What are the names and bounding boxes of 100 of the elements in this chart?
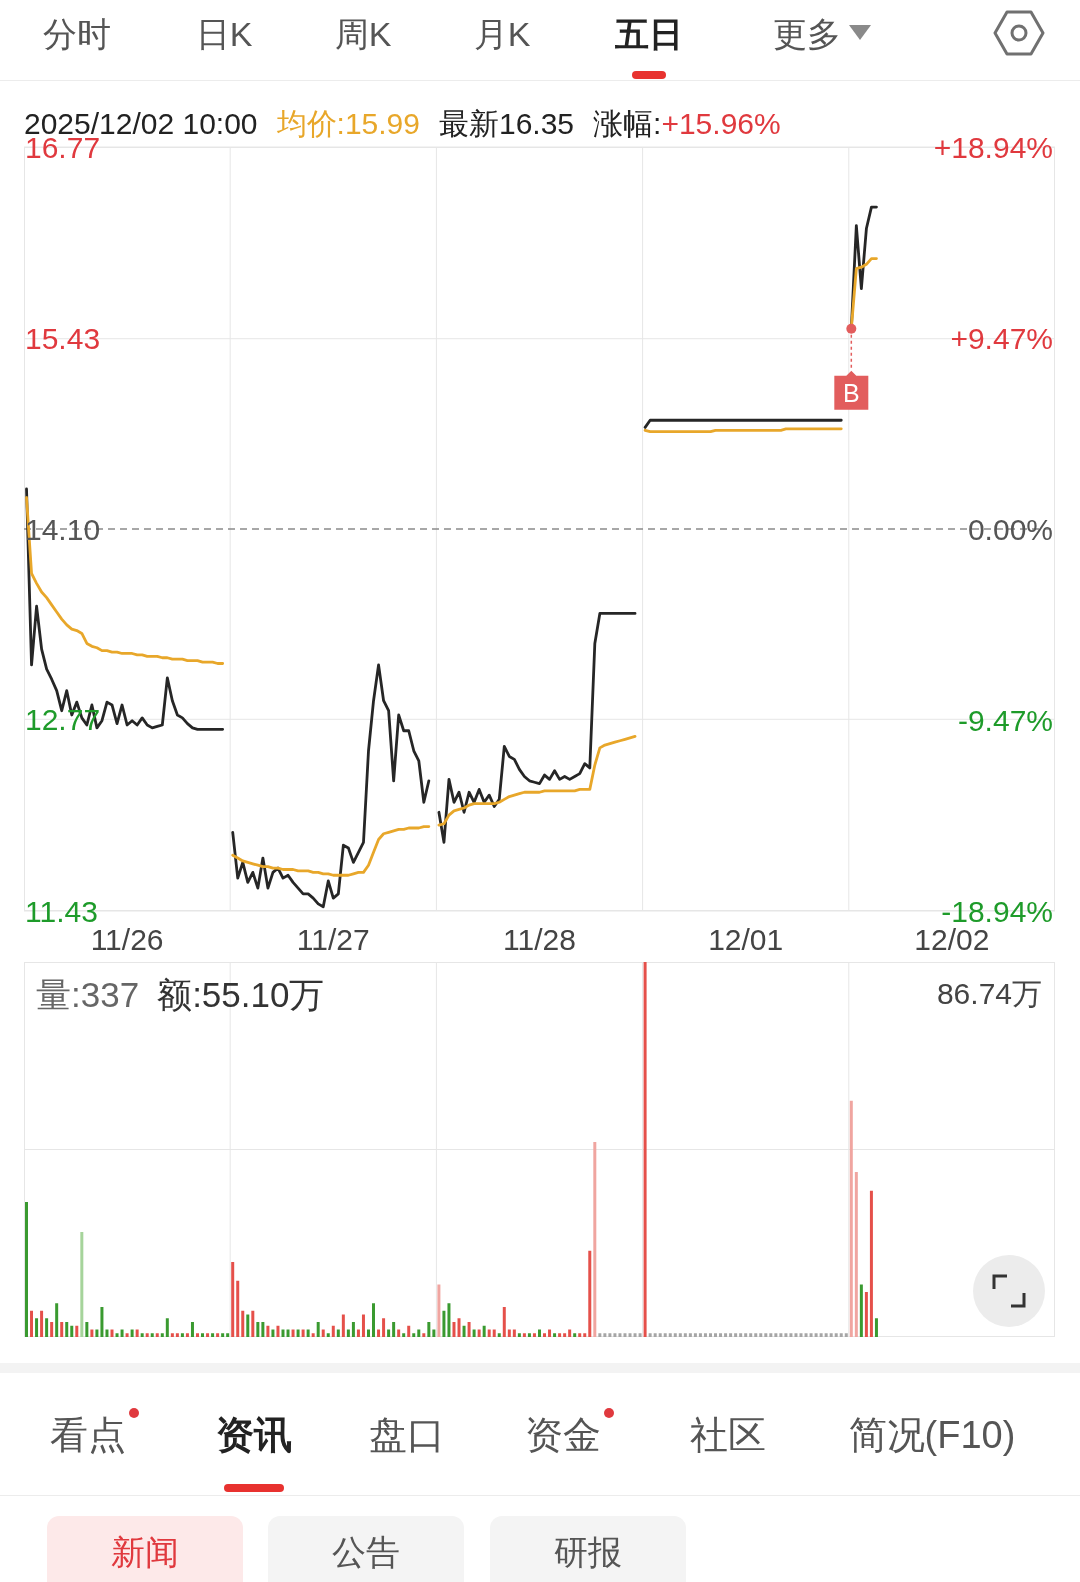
bar [729,1333,733,1337]
bar [281,1329,285,1337]
bar [809,1333,813,1337]
bar [784,1333,788,1337]
bar [165,1318,169,1337]
text: 简况(F10) [848,1414,1016,1456]
bar [50,1322,54,1337]
bar [563,1333,567,1337]
bar [95,1329,99,1337]
bar [331,1325,335,1337]
bar [543,1333,547,1337]
bar [719,1333,723,1337]
bar [316,1322,320,1337]
bar [608,1333,612,1337]
bar [839,1333,843,1337]
bar [150,1333,154,1337]
bar [216,1333,220,1337]
bar [593,1142,597,1337]
bar [623,1333,627,1337]
bar [437,1284,441,1337]
bar [854,1172,858,1337]
bar [432,1329,436,1337]
text: 周K [334,15,392,53]
bar [35,1318,39,1337]
bar [583,1333,587,1337]
bar [804,1333,808,1337]
bar [668,1333,672,1337]
bar [407,1325,411,1337]
bar [185,1333,189,1337]
text: +15.96% [661,107,781,140]
bar [351,1322,355,1337]
bar [361,1314,365,1337]
bar [568,1329,572,1337]
text: 五日 [615,15,683,53]
bar [291,1329,295,1337]
bar [196,1333,199,1337]
bar [467,1322,471,1337]
bar [522,1333,526,1337]
bar [492,1329,496,1337]
bar [45,1318,49,1337]
text: 更多 [773,15,841,53]
bar [814,1333,818,1337]
bar [377,1329,381,1337]
bar [714,1333,718,1337]
bar [261,1322,265,1337]
bar [603,1333,607,1337]
bar [382,1318,386,1337]
bar [206,1333,210,1337]
bar [613,1333,617,1337]
bar [422,1333,426,1337]
bar [311,1333,315,1337]
bar [462,1325,466,1337]
bar [698,1333,702,1337]
bar [236,1280,240,1337]
bar [392,1322,396,1337]
text: 新闻 [111,1533,179,1571]
bar [140,1333,144,1337]
bar [819,1333,823,1337]
bar [251,1310,255,1337]
bar [30,1310,34,1337]
bar [100,1307,104,1337]
bar [246,1314,250,1337]
bar [487,1329,491,1337]
bar [769,1333,773,1337]
bar [65,1322,69,1337]
bar [693,1333,697,1337]
bar [598,1333,602,1337]
text: 公告 [332,1533,400,1571]
text: 月K [473,15,531,53]
bar [749,1333,753,1337]
bar [296,1329,300,1337]
bar [321,1329,325,1337]
bar [628,1333,632,1337]
bar [658,1333,662,1337]
annotation: B [842,378,860,407]
y2-tick-label: -9.47% [957,703,1053,737]
bar [397,1329,401,1337]
x-tick-label: 11/27 [296,922,370,956]
bar [160,1333,164,1337]
text: 研报 [554,1533,622,1571]
bar [578,1333,582,1337]
bar [346,1329,350,1337]
bar [60,1322,64,1337]
text: 分时 [43,15,111,53]
bar [40,1310,44,1337]
bar [512,1329,516,1337]
text: 盘口 [369,1414,445,1456]
bar [638,1333,642,1337]
bar [527,1333,531,1337]
bar [502,1307,506,1337]
bar [80,1232,84,1337]
bar [663,1333,667,1337]
bar [145,1333,149,1337]
bar [633,1333,637,1337]
annotation: 86.74万 [936,977,1042,1010]
y2-tick-label: +18.94% [933,130,1053,164]
bar [366,1329,370,1337]
bar [558,1333,562,1337]
bar [211,1333,215,1337]
bar [537,1329,541,1337]
